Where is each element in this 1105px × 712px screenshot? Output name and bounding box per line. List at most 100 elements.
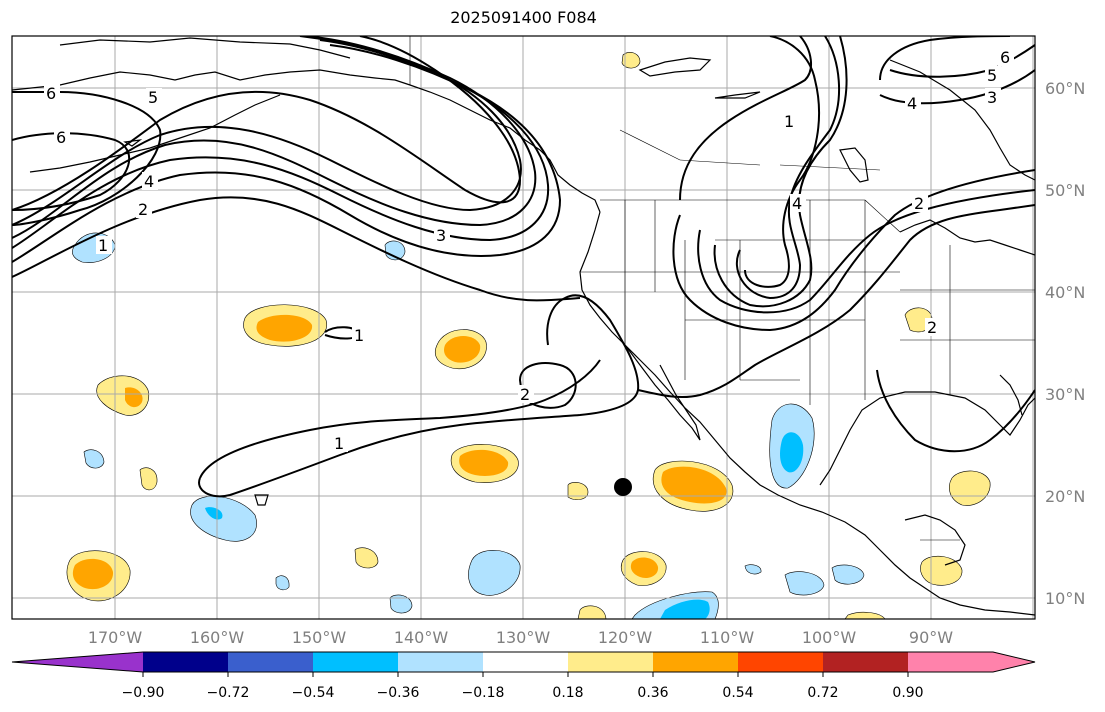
island [638,57,712,77]
contour-line [679,36,812,201]
contour-label: 1 [354,326,364,345]
baja-california [624,344,701,441]
contour-line [637,204,1035,399]
alaska-north-coast [59,37,351,59]
negative-anomaly-area [831,564,865,585]
positive-anomaly-core [444,336,481,363]
lon-label: 150°W [292,628,347,647]
positive-anomaly-core [661,466,727,504]
contour-line [735,36,840,300]
longitude-labels: 170°W 160°W 150°W 140°W 130°W 120°W 110°… [88,628,953,647]
contour-label: 2 [520,385,530,404]
colorbar-segment [398,652,484,672]
lon-label: 130°W [496,628,551,647]
contour-line [12,39,550,249]
colorbar-label: −0.18 [462,685,505,701]
alaska-coast [12,69,601,213]
yucatan [904,514,966,566]
contour-label-layer: 6 5 6 4 2 1 3 1 1 2 2 1 4 5 [44,48,1014,453]
colorbar-segment [653,652,739,672]
positive-anomaly-core [256,314,313,342]
colorbar-label: 0.36 [637,685,668,701]
colorbar-label: 0.18 [552,685,583,701]
colorbar-extend-low [12,652,143,672]
contour-line [12,91,162,226]
contour-line [12,36,522,211]
island [839,147,869,183]
negative-anomaly-area [468,550,521,596]
colorbar-label: 0.72 [807,685,838,701]
colorbar-label: −0.54 [292,685,335,701]
contour-label: 1 [784,112,794,131]
positive-anomaly-area [139,467,158,491]
contour-line [12,36,537,239]
negative-anomaly-area [744,564,762,575]
negative-anomaly-area [784,571,825,596]
contour-label: 2 [138,200,148,219]
map-area: 6 5 6 4 2 1 3 1 1 2 2 1 4 5 [12,36,1035,619]
lat-label: 50°N [1045,181,1085,200]
colorbar-label: 0.54 [722,685,753,701]
contour-lines [12,36,1035,498]
negative-anomaly-area [389,594,413,614]
florida [999,374,1023,416]
positive-anomaly-core [125,387,143,408]
contour-label: 6 [56,128,66,147]
negative-anomaly-area [83,449,105,469]
negative-anomaly-area [275,575,290,591]
lon-label: 140°W [394,628,449,647]
contour-line [876,369,1035,453]
lat-label: 30°N [1045,385,1085,404]
colorbar-label: −0.90 [122,685,165,701]
contour-label: 3 [987,88,997,107]
figure-title: 2025091400 F084 [450,8,597,27]
contour-label: 1 [334,434,344,453]
contour-label: 6 [1000,48,1010,67]
positive-anomaly-area [949,470,991,506]
lon-label: 100°W [802,628,857,647]
island [254,494,269,506]
contour-label: 4 [792,194,802,213]
positive-anomaly-area [844,611,886,619]
colorbar-label: −0.72 [207,685,250,701]
positive-anomaly-core [459,449,509,476]
contour-label: 6 [46,84,56,103]
positive-anomaly-area [567,482,589,501]
lon-label: 160°W [190,628,245,647]
contour-label: 5 [148,88,158,107]
colorbar-segment [313,652,399,672]
contour-label: 2 [927,318,937,337]
contour-label: 4 [907,94,917,113]
contour-label: 5 [987,66,997,85]
latitude-labels: 60°N 50°N 40°N 30°N 20°N 10°N [1045,79,1085,608]
colorbar-segment [568,652,654,672]
storm-center-marker [614,478,632,496]
great-lakes [899,219,1035,256]
colorbar-label: 0.90 [892,685,923,701]
positive-anomaly-area [577,605,607,619]
colorbar-segment [483,652,569,672]
anomaly-fills [66,52,991,619]
lon-label: 120°W [598,628,653,647]
lon-label: 90°W [909,628,953,647]
contour-label: 4 [144,172,154,191]
lat-label: 60°N [1045,79,1085,98]
contour-line [879,69,1035,105]
negative-anomaly-core [205,507,223,520]
map-frame [11,35,1036,620]
contour-line [198,294,640,498]
contour-label: 1 [98,236,108,255]
contour-line [12,196,581,302]
colorbar-label: −0.36 [377,685,420,701]
lat-label: 20°N [1045,487,1085,506]
contour-line [518,362,577,409]
colorbar-extend-high [993,652,1035,672]
aleutian-coast [29,94,281,173]
west-coast [579,211,1035,616]
colorbar-segment [228,652,314,672]
gulf-coast [819,391,1035,486]
contour-line [12,36,522,226]
contour-label: 2 [914,194,924,213]
lon-label: 170°W [88,628,143,647]
